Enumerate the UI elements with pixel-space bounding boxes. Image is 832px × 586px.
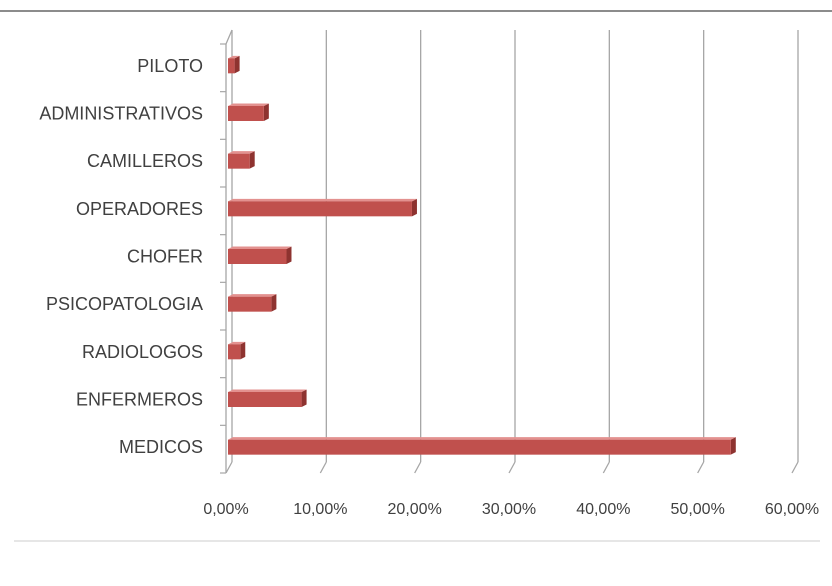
bar-top [228,246,292,249]
bar-top [228,389,307,392]
floor-gridline [791,461,799,474]
bar-top [228,103,269,106]
bar-side [240,341,246,360]
bar-side [234,55,240,74]
bar-top [228,294,277,297]
bar [228,437,736,455]
x-tick-label: 60,00% [765,501,819,518]
floor-gridline [508,461,516,474]
bar-side [730,437,736,455]
bar-side [301,389,307,407]
bar [228,151,255,169]
bar-side [286,246,292,264]
bar-side [249,151,255,169]
category-label: PSICOPATOLOGIA [46,294,203,314]
x-tick-label: 50,00% [671,501,725,518]
bar-front [228,296,272,312]
bottom-divider [14,540,820,542]
bar-side [263,103,269,121]
category-label: ENFERMEROS [76,390,203,410]
bar-top [228,437,736,440]
bar-top [228,55,240,59]
bar-front [228,392,302,407]
bar-front [228,201,412,217]
x-tick-labels: 0,00% 10,00% 20,00% 30,00% 40,00% 50,00% 60,00… [203,501,819,518]
bar [228,294,277,312]
y-axis-top-edge [225,29,233,45]
floor-gridline [602,461,610,474]
category-label: ADMINISTRATIVOS [39,104,203,124]
floor-gridline [319,461,327,474]
category-label: OPERADORES [76,199,203,219]
bar [228,246,292,264]
bar-top [228,198,417,202]
bar-top [228,341,246,345]
axes [220,29,233,474]
bar-front [228,249,287,264]
category-label: CAMILLEROS [87,151,203,171]
bar-front [228,439,731,455]
bars [228,55,736,455]
category-labels: MEDICOS ENFERMEROS RADIOLOGOS PSICOPATOLOGI… [39,56,203,457]
bar-side [411,198,417,217]
x-tick-label: 30,00% [482,501,536,518]
bar [228,389,307,407]
floor-gridline [414,461,422,474]
bar-front [228,153,250,169]
category-label: RADIOLOGOS [82,342,203,362]
bar [228,55,240,74]
top-divider [0,10,832,12]
bar-side [271,294,277,312]
category-label: MEDICOS [119,437,203,457]
bar-front [228,106,264,121]
bar [228,103,269,121]
category-label: PILOTO [137,56,203,76]
floor-gridline [225,461,233,474]
x-tick-label: 10,00% [293,501,347,518]
floor-gridline [697,461,705,474]
bar-front [228,344,241,360]
gridlines [225,30,799,474]
x-tick-label: 0,00% [203,501,248,518]
x-tick-label: 40,00% [576,501,630,518]
bar-front [228,58,235,74]
x-tick-label: 20,00% [388,501,442,518]
bar [228,198,417,217]
category-label: CHOFER [127,247,203,267]
bar-top [228,151,255,154]
bar [228,341,246,360]
